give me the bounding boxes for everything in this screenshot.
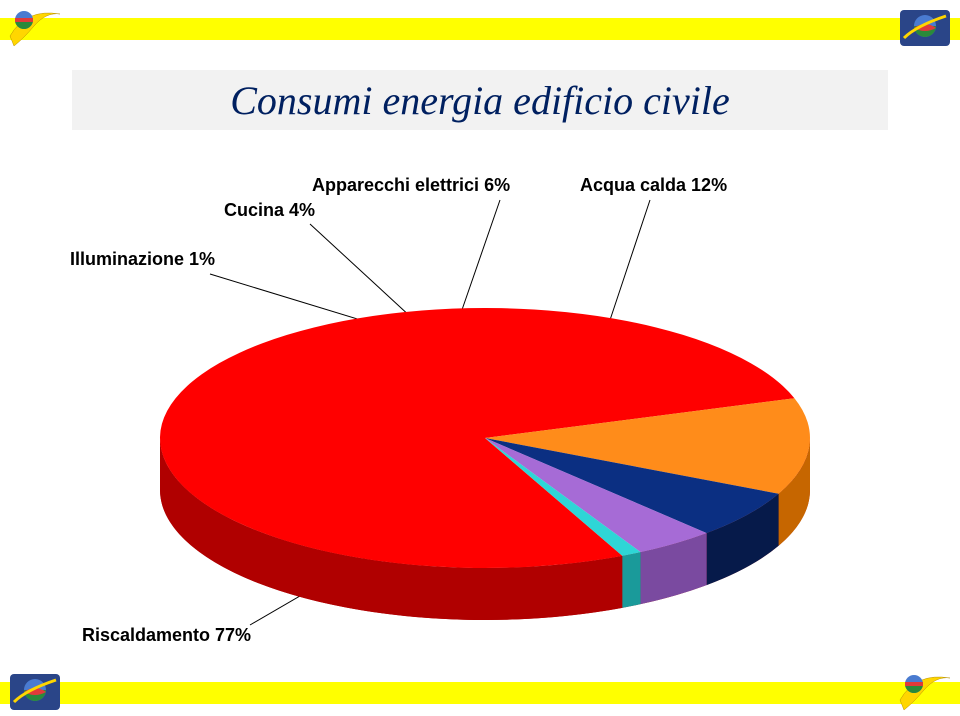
label-cucina: Cucina 4% [224, 200, 315, 221]
pie-chart [0, 0, 960, 716]
label-riscaldamento: Riscaldamento 77% [82, 625, 251, 646]
slide: Consumi energia edificio civile Apparecc… [0, 0, 960, 716]
label-illuminazione: Illuminazione 1% [70, 249, 215, 270]
label-apparecchi: Apparecchi elettrici 6% [312, 175, 510, 196]
label-acqua: Acqua calda 12% [580, 175, 727, 196]
